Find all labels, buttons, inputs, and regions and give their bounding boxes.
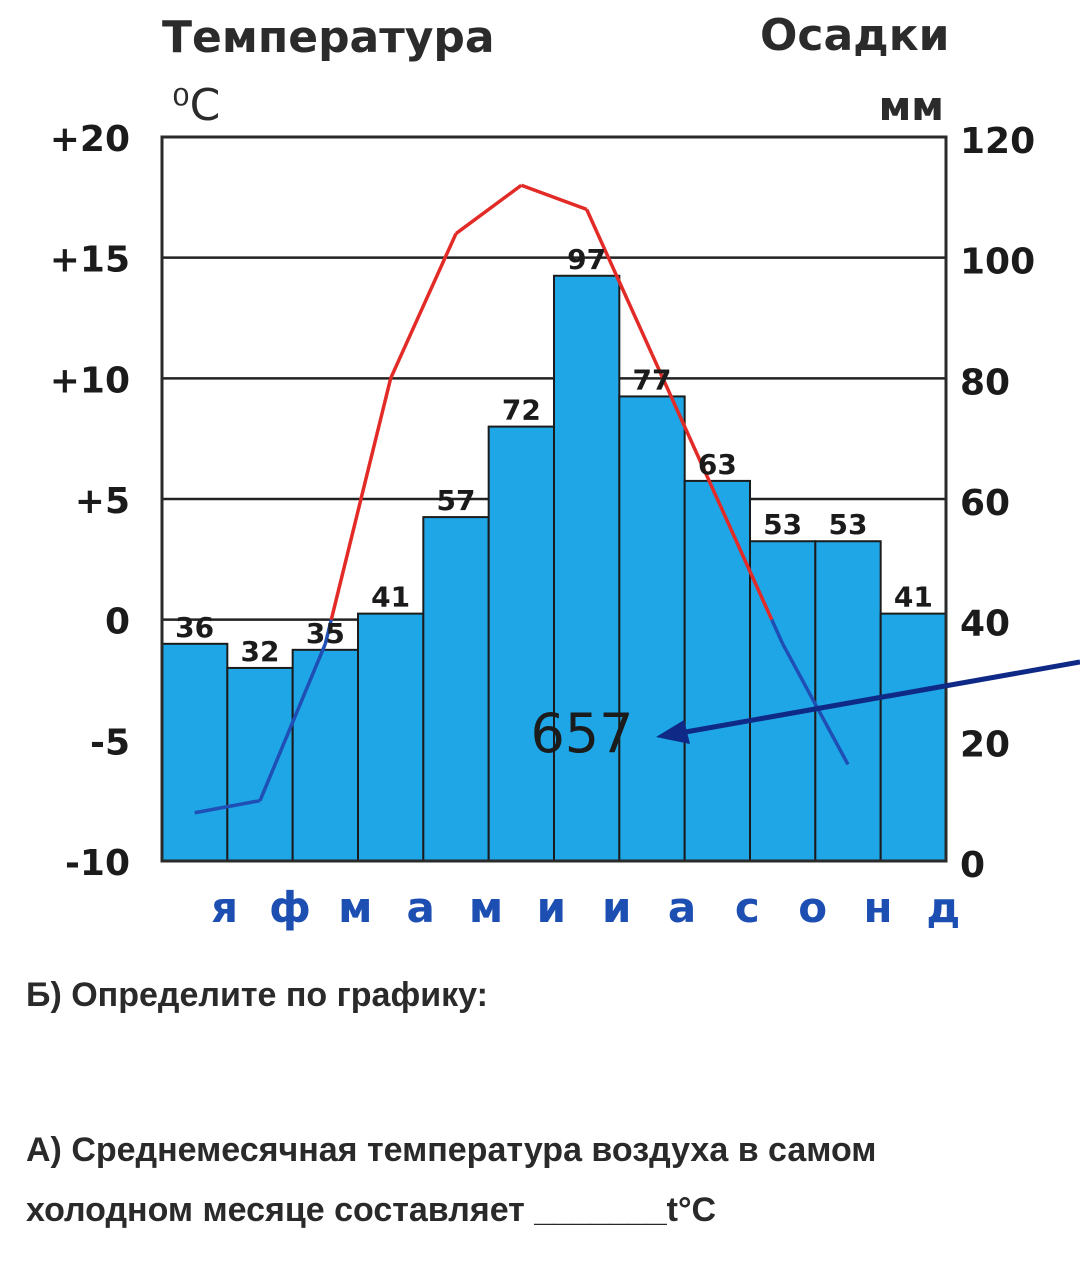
right-tick-label: 120 xyxy=(960,121,1035,162)
left-tick-label: +5 xyxy=(75,481,130,522)
plot-border xyxy=(160,135,948,863)
data-labels: 36 32 35 41 57 72 97 77 63 53 53 41 xyxy=(175,243,933,668)
plot-frame xyxy=(160,135,948,863)
bar-value-label: 57 xyxy=(437,484,476,517)
left-tick-label: -10 xyxy=(65,843,130,884)
temperature-segment xyxy=(389,232,458,380)
left-tick-label: -5 xyxy=(90,722,130,763)
question-heading: Б) Определите по графику: xyxy=(26,976,488,1014)
month-label: м xyxy=(338,883,372,932)
month-label: и xyxy=(602,883,631,932)
right-tick-label: 100 xyxy=(960,242,1035,283)
right-axis-unit: мм xyxy=(879,84,944,130)
left-axis-unit: ⁰C xyxy=(172,80,220,131)
bar-value-label: 36 xyxy=(175,611,214,644)
temperature-segment xyxy=(520,183,588,212)
precipitation-bar xyxy=(161,642,229,862)
bar-value-label: 53 xyxy=(829,508,868,541)
month-label: с xyxy=(735,883,760,932)
temperature-segment xyxy=(329,377,393,621)
total-annotation: 657 xyxy=(530,659,1080,765)
precipitation-bar xyxy=(291,648,359,862)
temperature-segment xyxy=(323,619,333,645)
temperature-segment xyxy=(258,643,327,802)
bar-value-label: 63 xyxy=(698,448,737,481)
bars xyxy=(161,274,948,863)
precipitation-bar xyxy=(357,612,425,863)
month-label: я xyxy=(211,883,238,932)
precipitation-bar xyxy=(422,516,490,862)
right-tick-label: 60 xyxy=(960,483,1010,524)
precipitation-bar xyxy=(879,612,948,863)
temperature-line xyxy=(194,183,850,815)
left-tick-label: +15 xyxy=(50,240,130,281)
month-label: а xyxy=(406,883,434,932)
temperature-segment xyxy=(454,183,523,235)
bar-value-label: 97 xyxy=(567,243,606,276)
temperature-segment xyxy=(650,353,719,500)
month-label: о xyxy=(798,883,827,932)
total-label: 657 xyxy=(530,702,633,765)
bar-value-label: 32 xyxy=(241,635,280,668)
precipitation-bar xyxy=(487,425,555,862)
precipitation-bar xyxy=(226,666,294,863)
temperature-segment xyxy=(585,208,654,355)
month-label: н xyxy=(863,883,892,932)
month-label: м xyxy=(469,883,503,932)
climate-chart: Температура ⁰C Осадки мм 36 32 35 41 57 72 97 7… xyxy=(50,10,1080,932)
left-tick-label: +10 xyxy=(50,360,130,401)
right-tick-label: 20 xyxy=(960,724,1010,765)
bar-value-label: 41 xyxy=(894,581,933,614)
temperature-segment xyxy=(770,618,785,645)
right-tick-label: 0 xyxy=(960,845,985,886)
precipitation-bar xyxy=(553,274,621,862)
axis-ticks: +20 +15 +10 +5 0 -5 -10 120 100 80 60 40 20 0 xyxy=(50,119,1035,886)
month-label: а xyxy=(668,883,696,932)
left-tick-label: +20 xyxy=(50,119,130,160)
right-tick-label: 40 xyxy=(960,604,1010,645)
precipitation-bar xyxy=(618,395,686,862)
total-arrow-line xyxy=(679,659,1080,736)
bar-value-label: 35 xyxy=(306,617,345,650)
month-label: и xyxy=(537,883,566,932)
left-axis-title: Температура xyxy=(162,12,495,63)
temperature-segment xyxy=(715,498,774,621)
bar-value-label: 53 xyxy=(763,508,802,541)
precipitation-bar xyxy=(683,479,752,862)
right-tick-label: 80 xyxy=(960,362,1010,403)
bar-value-label: 72 xyxy=(502,394,541,427)
total-arrow-head xyxy=(656,720,690,744)
month-label: ф xyxy=(269,883,311,932)
left-tick-label: 0 xyxy=(105,602,130,643)
temperature-segment xyxy=(781,642,850,766)
temperature-segment xyxy=(194,798,261,815)
bar-value-label: 41 xyxy=(371,581,410,614)
question-a: А) Среднемесячная температура воздуха в … xyxy=(26,1131,877,1229)
right-axis-title: Осадки xyxy=(760,10,949,61)
bar-value-label: 77 xyxy=(633,363,672,396)
chart-svg: Температура ⁰C Осадки мм 363235415772977… xyxy=(50,10,1080,932)
month-label: д xyxy=(926,883,960,932)
